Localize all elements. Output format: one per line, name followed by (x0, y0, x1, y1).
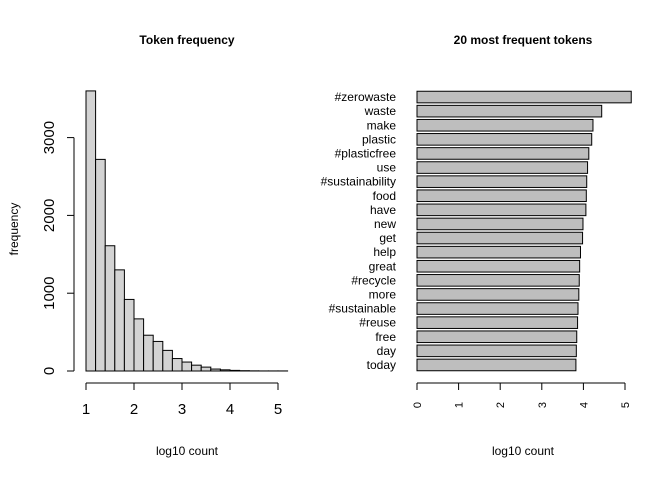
token-label: make (367, 118, 397, 132)
token-bar (416, 344, 577, 358)
token-bar (416, 330, 578, 344)
histogram-bar (200, 366, 212, 372)
token-bar (416, 288, 580, 301)
token-label: help (373, 245, 396, 259)
y-tick-label: 1000 (41, 277, 58, 310)
histogram-bar (95, 158, 106, 372)
histogram-bar (229, 369, 241, 372)
histogram-bar (191, 364, 202, 372)
histogram-x-label: log10 count (156, 444, 219, 458)
token-bar (416, 231, 584, 245)
histogram-bar (171, 358, 183, 372)
token-label: plastic (362, 132, 396, 146)
histogram-bars (85, 90, 289, 372)
histogram-bar (143, 334, 154, 372)
x-tick-label: 1 (82, 401, 90, 418)
y-tick-label: 0 (41, 367, 58, 375)
token-label: waste (364, 104, 397, 118)
token-label: great (369, 259, 397, 273)
histogram-bar (123, 298, 135, 372)
histogram-panel: Token frequency 1 2 3 4 5 0 1000 2000 3000 log1… (7, 33, 289, 458)
token-bar (416, 118, 594, 132)
histogram-title: Token frequency (139, 33, 234, 47)
token-bar (416, 358, 577, 372)
histogram-bar (133, 318, 145, 372)
token-bar (416, 133, 593, 146)
token-bar (416, 203, 587, 217)
token-label: use (377, 161, 397, 175)
token-label: have (370, 203, 396, 217)
token-label: food (373, 189, 396, 203)
top-tokens-panel: 20 most frequent tokens #zerowastewastem… (321, 33, 632, 458)
token-bar (416, 259, 581, 273)
token-bar (416, 316, 579, 329)
token-label: #plasticfree (335, 146, 397, 160)
histogram-bar (104, 245, 116, 372)
x-tick-label: 5 (620, 402, 632, 408)
token-label: today (367, 358, 396, 372)
token-bar (416, 90, 632, 104)
token-label: day (377, 344, 396, 358)
token-bar (416, 175, 588, 188)
top-tokens-title: 20 most frequent tokens (454, 33, 593, 47)
token-label: #recycle (351, 273, 396, 287)
top-tokens-category-labels: #zerowastewastemakeplastic#plasticfreeus… (321, 90, 397, 372)
token-bar (416, 161, 589, 174)
token-label: new (374, 217, 396, 231)
histogram-bar (181, 361, 193, 372)
top-tokens-x-axis: 0 1 2 3 4 5 (412, 382, 632, 408)
token-label: get (379, 231, 396, 245)
token-bar (416, 302, 579, 315)
x-tick-label: 3 (178, 401, 186, 418)
histogram-y-label: frequency (7, 203, 21, 256)
histogram-bar (114, 269, 125, 372)
token-label: free (375, 330, 396, 344)
histogram-bar (152, 340, 164, 372)
histogram-bar (219, 369, 231, 372)
token-label: #reuse (359, 316, 396, 330)
token-bar (416, 147, 590, 160)
top-tokens-x-label: log10 count (492, 444, 555, 458)
x-tick-label: 2 (495, 402, 507, 408)
x-tick-label: 1 (454, 402, 466, 408)
token-bar (416, 217, 584, 231)
token-bar (416, 245, 581, 259)
token-bar (416, 104, 603, 118)
token-bar (416, 189, 587, 203)
token-bar (416, 274, 580, 287)
histogram-x-axis: 1 2 3 4 5 (82, 382, 282, 418)
y-tick-label: 2000 (41, 199, 58, 232)
token-label: #sustainable (329, 302, 397, 316)
y-tick-label: 3000 (41, 121, 58, 154)
x-tick-label: 2 (130, 401, 138, 418)
x-tick-label: 4 (578, 402, 590, 408)
x-tick-label: 3 (537, 402, 549, 408)
histogram-bar (162, 349, 173, 372)
x-tick-label: 4 (226, 401, 234, 418)
histogram-y-axis: 0 1000 2000 3000 (41, 121, 75, 375)
histogram-bar (210, 368, 221, 372)
x-tick-label: 5 (274, 401, 282, 418)
token-label: more (369, 287, 397, 301)
top-tokens-bars (416, 90, 632, 372)
token-label: #sustainability (321, 175, 396, 189)
x-tick-label: 0 (412, 402, 424, 408)
token-label: #zerowaste (335, 90, 397, 104)
histogram-bar (85, 90, 97, 372)
